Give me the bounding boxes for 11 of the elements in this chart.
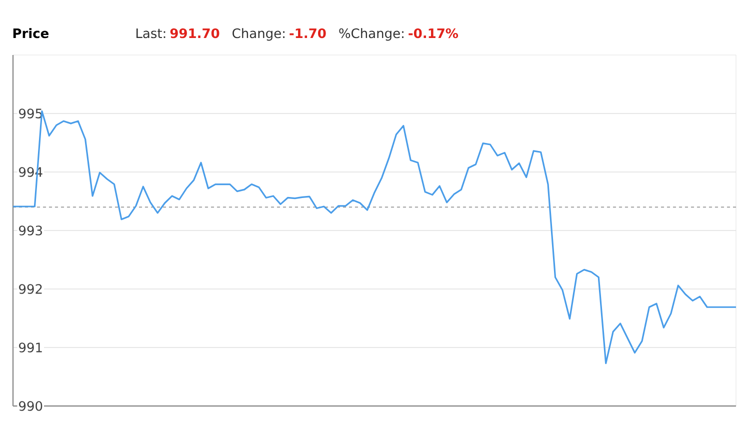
y-tick-label: 993: [19, 226, 42, 236]
text: %Change:: [339, 28, 404, 41]
y-tick-label: 992: [19, 284, 42, 294]
text: 991.70: [170, 28, 220, 38]
text: Change:: [232, 28, 284, 41]
y-tick-label: 990: [19, 401, 42, 411]
text: -1.70: [290, 28, 326, 38]
chart-title: Price: [13, 28, 48, 38]
text: Last:: [136, 28, 166, 38]
text: -0.17%: [408, 28, 458, 38]
y-tick-label: 991: [19, 342, 42, 352]
